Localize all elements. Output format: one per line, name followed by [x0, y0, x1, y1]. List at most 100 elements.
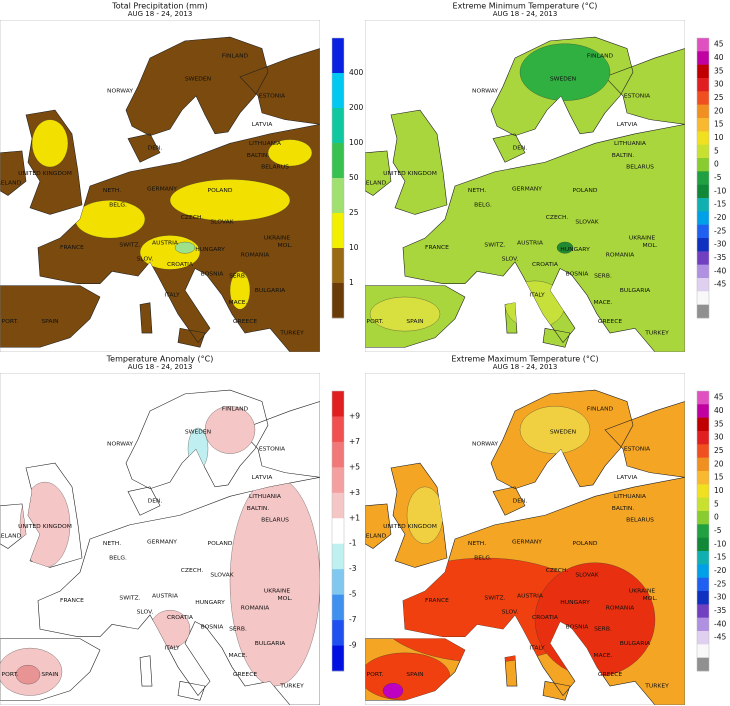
country-label: BELARUS: [261, 165, 289, 171]
legend-label: 45: [714, 393, 724, 402]
country-label: PORT.: [367, 672, 384, 678]
legend-swatch: [697, 404, 709, 418]
country-label: SERB.: [229, 627, 247, 633]
legend-swatch: [697, 537, 709, 552]
country-label: MOL.: [642, 596, 657, 602]
legend-swatch: [332, 594, 344, 621]
legend-label: 10: [714, 133, 724, 142]
country-label: NETH.: [103, 188, 121, 194]
country-label: CROATIA: [167, 615, 193, 621]
legend-label: -35: [714, 606, 726, 615]
country-label: SWITZ.: [484, 595, 505, 601]
legend-swatch: [332, 416, 344, 443]
country-label: SWEDEN: [185, 76, 211, 82]
country-label: LITHUANIA: [249, 494, 281, 500]
panel-subtitle: AUG 18 - 24, 2013: [493, 10, 558, 18]
country-label: SLOVAK: [575, 220, 598, 226]
country-label: SWEDEN: [550, 429, 576, 435]
country-label: GERMANY: [512, 186, 542, 192]
legend-swatch: [332, 283, 344, 319]
country-label: UKRAINE: [264, 236, 291, 242]
legend-swatch: [697, 264, 709, 279]
country-label: NETH.: [468, 188, 486, 194]
country-label: NETH.: [103, 541, 121, 547]
legend-swatch: [697, 171, 709, 185]
field-area: [406, 486, 444, 544]
map: FINLAND NORWAY SWEDEN ESTONIA LATVIA LITHUANI…: [360, 20, 685, 352]
country-label: HUNGARY: [195, 247, 225, 253]
country-label: UKRAINE: [629, 236, 656, 242]
country-label: SWITZ.: [119, 242, 140, 248]
country-label: GERMANY: [147, 186, 177, 192]
legend-frame: [696, 390, 710, 672]
map: FINLAND NORWAY SWEDEN ESTONIA LATVIA LITHUANI…: [365, 373, 685, 705]
country-label: HUNGARY: [195, 600, 225, 606]
legend-label: 25: [349, 208, 359, 217]
country-label: HUNGARY: [560, 247, 590, 253]
country-label: FRANCE: [60, 245, 84, 251]
country-label: SPAIN: [406, 672, 423, 678]
legend-label: -45: [714, 633, 726, 642]
legend-label: +1: [349, 513, 360, 522]
legend-label: -25: [714, 579, 726, 588]
country-label: TURKEY: [644, 331, 669, 337]
legend-swatch: [697, 144, 709, 159]
legend-swatch: [697, 644, 709, 658]
legend-swatch: [697, 38, 709, 52]
country-label: BALTIN.: [247, 506, 270, 512]
legend-label: 45: [714, 40, 724, 49]
legend-swatch: [697, 211, 709, 225]
country-label: BELG.: [474, 203, 492, 209]
country-label: BELARUS: [626, 165, 654, 171]
field-area: [174, 241, 196, 254]
legend-label: -10: [714, 539, 726, 548]
panel-title: Extreme Maximum Temperature (°C): [451, 355, 598, 364]
map-panel: Extreme Maximum Temperature (°C)AUG 18 -…: [365, 355, 726, 705]
country-label: CROATIA: [532, 615, 558, 621]
country-label: CROATIA: [532, 262, 558, 268]
country-label: DEN.: [513, 146, 528, 152]
country-label: MACE.: [593, 300, 612, 306]
legend-frame: [696, 37, 710, 319]
legend-label: 35: [714, 419, 724, 428]
panel-subtitle: AUG 18 - 24, 2013: [493, 363, 558, 371]
country-label: LITHUANIA: [614, 494, 646, 500]
legend-swatch: [697, 511, 709, 525]
field-area: [519, 406, 591, 454]
country-label: CROATIA: [167, 262, 193, 268]
field-area: [267, 139, 313, 167]
legend-label: 100: [349, 138, 364, 147]
country-label: SLOV.: [137, 610, 154, 616]
country-label: FINLAND: [222, 407, 249, 413]
map: FINLAND NORWAY SWEDEN ESTONIA LATVIA LITHUANI…: [0, 373, 320, 705]
legend-swatch: [332, 441, 344, 468]
country-label: SLOV.: [502, 610, 519, 616]
country-label: SWITZ.: [484, 242, 505, 248]
legend-frame: [331, 390, 345, 672]
country-label: BALTIN.: [247, 153, 270, 159]
country-label: HUNGARY: [560, 600, 590, 606]
country-label: SWITZ.: [119, 595, 140, 601]
country-label: NORWAY: [472, 89, 498, 95]
legend-label: -15: [714, 553, 726, 562]
legend-label: -10: [714, 186, 726, 195]
legend-label: +9: [349, 411, 360, 420]
legend-label: 40: [714, 406, 724, 415]
legend-swatch: [332, 620, 344, 646]
country-label: BELG.: [474, 556, 492, 562]
legend-label: -30: [714, 240, 726, 249]
country-label: SPAIN: [406, 319, 423, 325]
country-label: POLAND: [208, 541, 233, 547]
legend-label: 5: [714, 499, 719, 508]
legend-swatch: [332, 467, 344, 494]
country-label: AUSTRIA: [152, 240, 178, 246]
legend-label: -20: [714, 213, 726, 222]
legend-swatch: [697, 431, 709, 445]
legend-label: 400: [349, 68, 364, 77]
country-label: IRELAND: [360, 181, 387, 187]
legend-label: 25: [714, 93, 724, 102]
country-label: ROMANIA: [606, 606, 634, 612]
legend-label: -20: [714, 566, 726, 575]
country-label: LATVIA: [617, 122, 638, 128]
field-area: [15, 665, 41, 685]
